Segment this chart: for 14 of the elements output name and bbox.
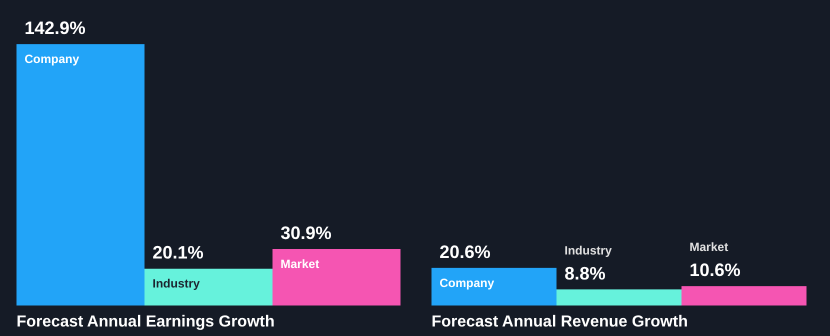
text: Forecast Annual Earnings Growth xyxy=(16,314,275,330)
data-label: 8.8% xyxy=(564,263,606,284)
data-label: 142.9% xyxy=(24,18,86,38)
data-label: 30.9% xyxy=(280,222,332,243)
data-label: 20.1% xyxy=(152,242,204,263)
x-tick-label: Company xyxy=(24,52,80,66)
data-label: 20.6% xyxy=(440,242,491,262)
x-tick-label: Industry xyxy=(564,243,612,258)
x-tick-label: Industry xyxy=(152,276,200,291)
x-tick-label: Company xyxy=(440,276,494,290)
x-tick-label: Market xyxy=(280,256,320,271)
x-tick-label: Market xyxy=(690,240,728,254)
text: Forecast Annual Revenue Growth xyxy=(432,314,688,330)
data-label: 10.6% xyxy=(690,260,741,280)
